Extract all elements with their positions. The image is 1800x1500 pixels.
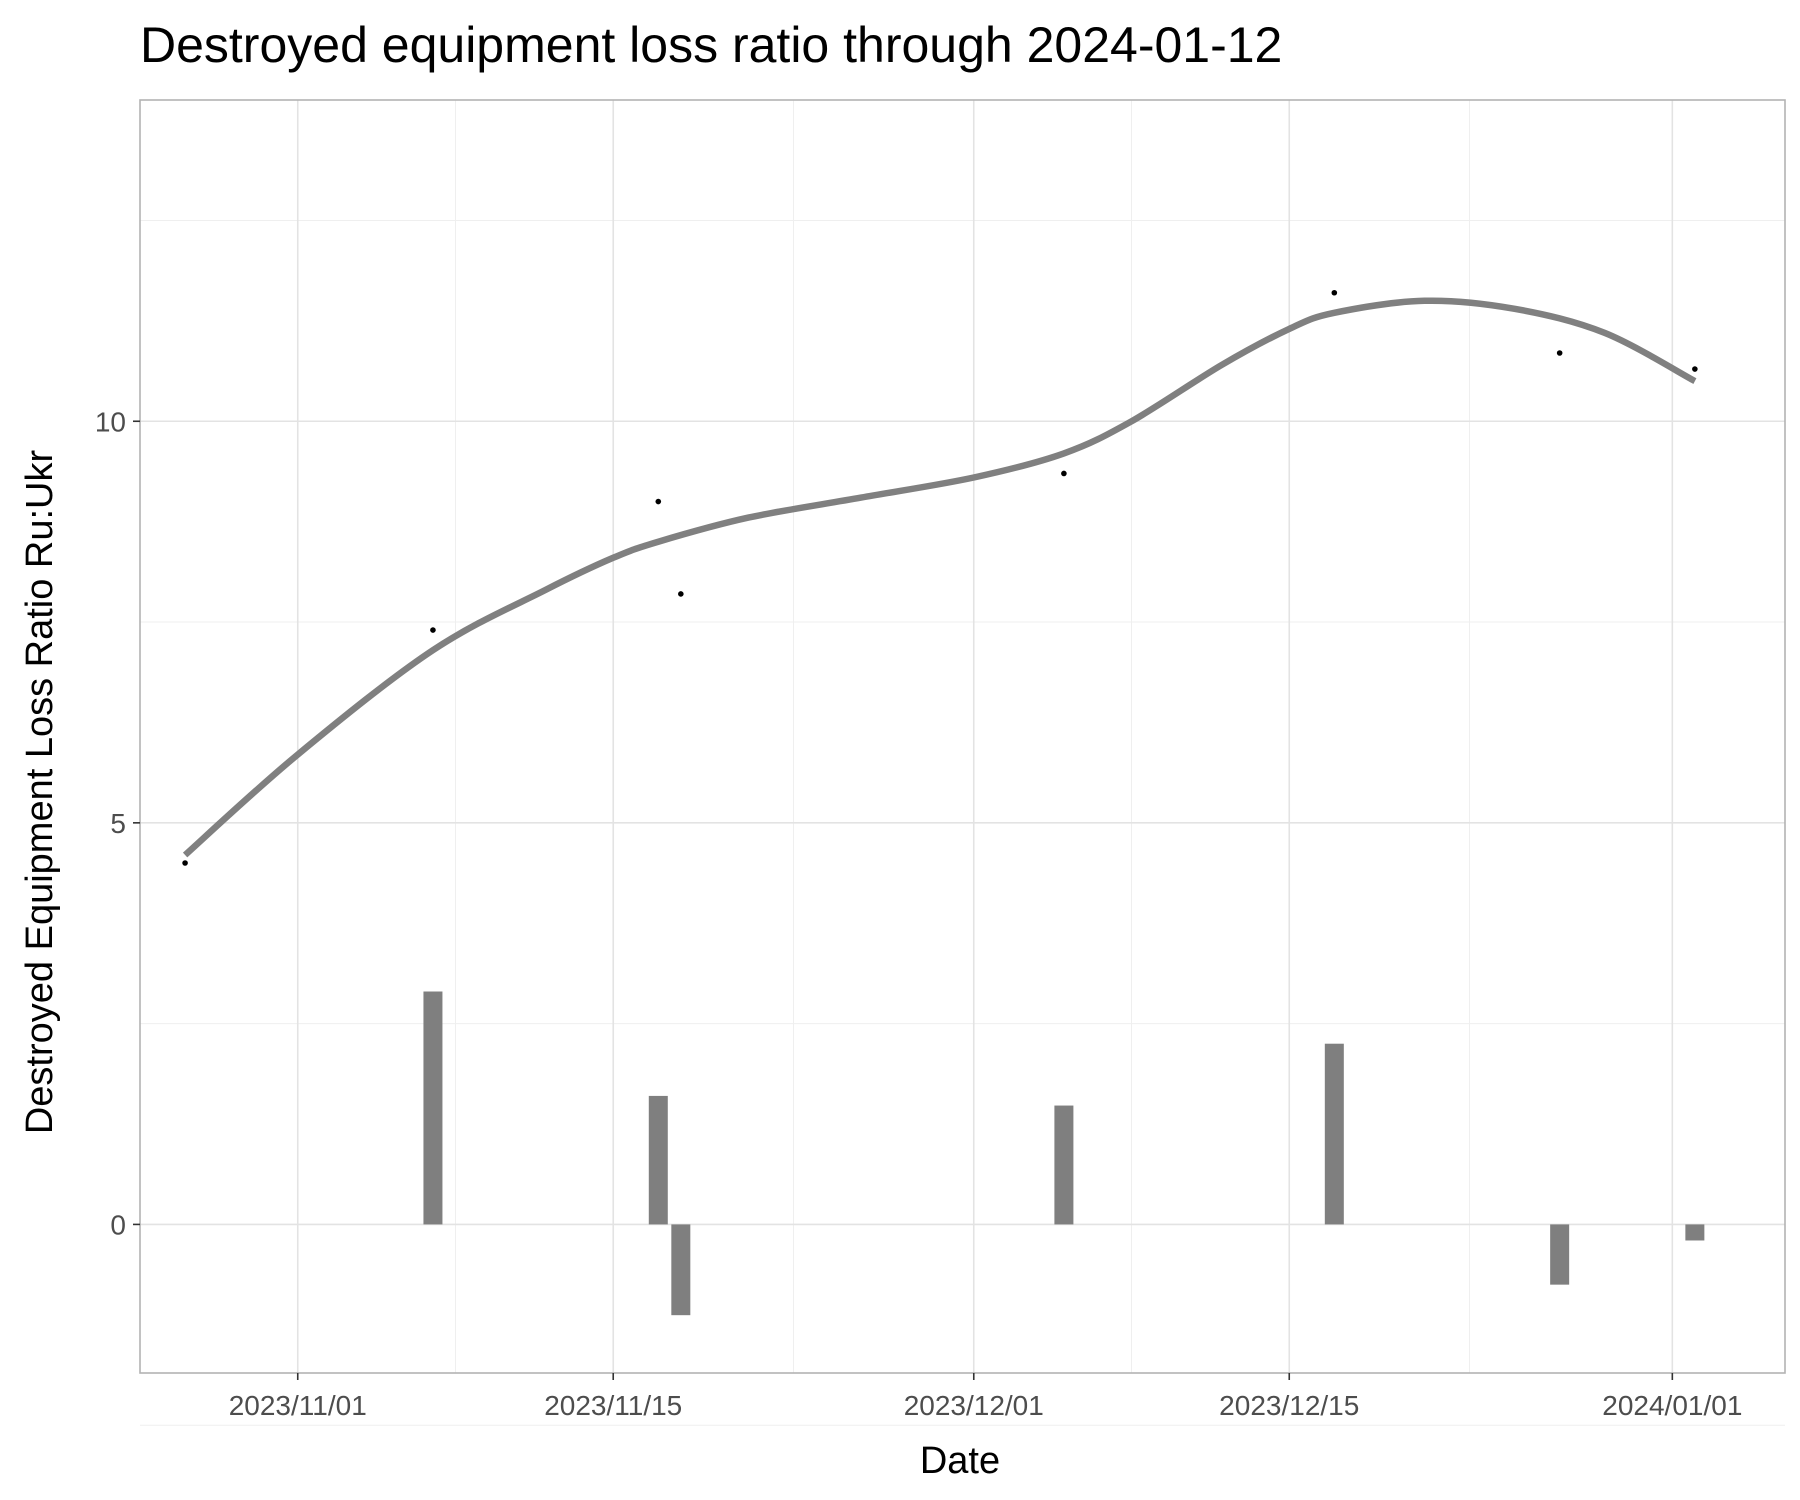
data-point xyxy=(1692,366,1698,372)
bar xyxy=(1054,1105,1074,1225)
chart-title: Destroyed equipment loss ratio through 2… xyxy=(140,17,1282,73)
x-tick-label: 2023/11/01 xyxy=(229,1390,367,1421)
x-tick-label: 2024/01/01 xyxy=(1602,1390,1742,1421)
smooth-trend-line xyxy=(182,297,1697,858)
bar xyxy=(1550,1224,1570,1285)
y-tick-label: 0 xyxy=(110,1209,126,1240)
y-tick-label: 5 xyxy=(110,808,126,839)
bar xyxy=(1324,1043,1344,1225)
bar xyxy=(1685,1224,1705,1241)
bar xyxy=(648,1095,668,1225)
y-tick-label: 10 xyxy=(95,406,126,437)
x-axis-title: Date xyxy=(920,1440,1000,1482)
data-point xyxy=(1061,470,1067,477)
panel-border xyxy=(139,99,1786,1374)
bar xyxy=(671,1224,691,1316)
x-tick-label: 2023/12/01 xyxy=(904,1390,1044,1421)
data-point xyxy=(430,627,436,633)
y-axis-title: Destroyed Equipment Loss Ratio Ru:Ukr xyxy=(19,450,61,1135)
bar xyxy=(423,991,443,1225)
data-point xyxy=(1331,289,1338,296)
x-tick-label: 2023/11/15 xyxy=(544,1390,682,1421)
data-point xyxy=(678,591,684,597)
data-point xyxy=(655,498,662,505)
data-point xyxy=(182,860,188,866)
data-point xyxy=(1556,350,1563,356)
x-tick-label: 2023/12/15 xyxy=(1219,1390,1359,1421)
